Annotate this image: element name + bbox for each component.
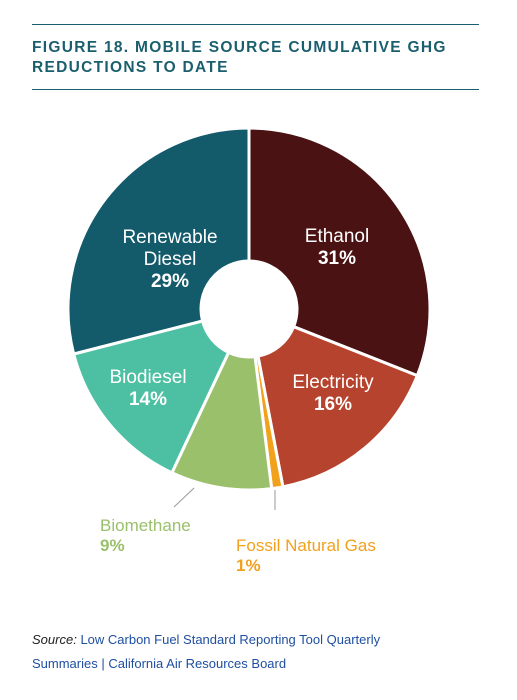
slice-electricity [256, 325, 419, 489]
label-value-biodiesel: 14% [129, 389, 167, 410]
figure-title: FIGURE 18. MOBILE SOURCE CUMULATIVE GHG … [32, 38, 482, 78]
label-name-ethanol: Ethanol [305, 226, 369, 247]
slice-ethanol [247, 126, 432, 378]
label-value-ethanol: 31% [318, 248, 356, 269]
slice-renewable-diesel [66, 126, 251, 356]
slice-biomethane [170, 350, 274, 492]
top-rule [32, 24, 479, 25]
slice-biodiesel [72, 319, 231, 475]
label-name-renewable-diesel: Renewable [122, 227, 217, 248]
figure-title-line-1: FIGURE 18. MOBILE SOURCE CUMULATIVE GHG [32, 39, 447, 56]
source-prefix: Source: [32, 632, 77, 647]
source-note: Source: Low Carbon Fuel Standard Reporti… [32, 628, 492, 676]
label-value-fossil-natural-gas: 1% [236, 556, 261, 575]
label-name-fossil-natural-gas: Fossil Natural Gas [236, 536, 376, 555]
label-name-renewable-diesel: Diesel [144, 249, 197, 270]
label-name-biodiesel: Biodiesel [109, 367, 186, 388]
source-link-line-2[interactable]: Summaries | California Air Resources Boa… [32, 656, 287, 671]
label-value-renewable-diesel: 29% [151, 271, 189, 292]
label-name-biomethane: Biomethane [100, 516, 191, 535]
source-link-line-1[interactable]: Low Carbon Fuel Standard Reporting Tool … [80, 632, 381, 647]
label-value-electricity: 16% [314, 394, 352, 415]
title-rule [32, 89, 479, 90]
label-name-electricity: Electricity [292, 372, 374, 393]
figure-title-line-2: REDUCTIONS TO DATE [32, 59, 229, 76]
label-value-biomethane: 9% [100, 536, 125, 555]
leader-line-biomethane [173, 487, 195, 508]
